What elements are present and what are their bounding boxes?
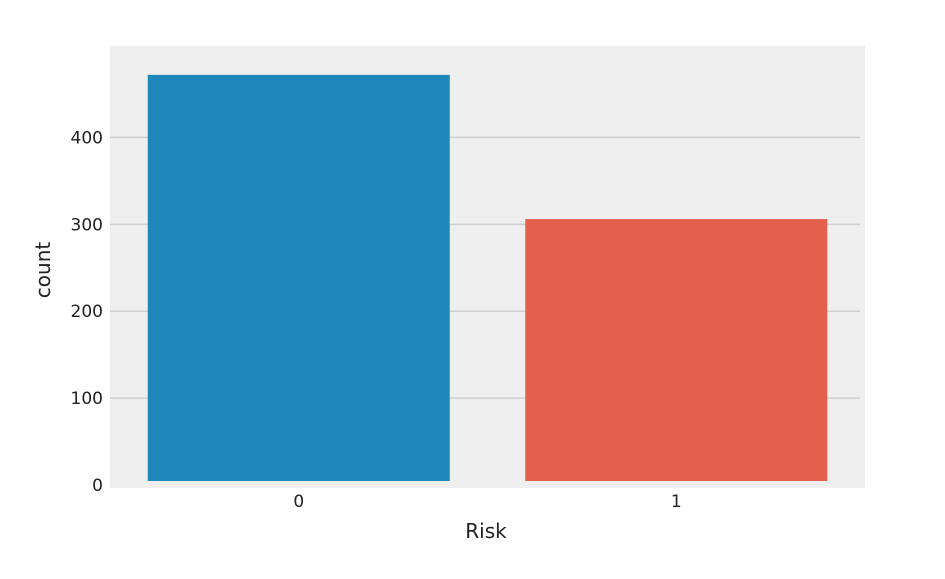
- y-axis-label: count: [31, 242, 55, 299]
- y-tick-label: 300: [71, 215, 103, 235]
- y-tick-label: 0: [92, 476, 103, 496]
- y-tick-label: 200: [71, 302, 103, 322]
- y-tick-label: 400: [71, 128, 103, 148]
- x-tick-label: 0: [293, 492, 304, 512]
- bars: [147, 74, 828, 482]
- y-tick-label: 100: [71, 389, 103, 409]
- bar-0: [147, 74, 450, 482]
- x-tick-label: 1: [671, 492, 682, 512]
- y-axis-ticks: 0 100 200 300 400: [71, 128, 103, 496]
- bar-1: [525, 219, 828, 481]
- x-axis-label: Risk: [465, 519, 507, 543]
